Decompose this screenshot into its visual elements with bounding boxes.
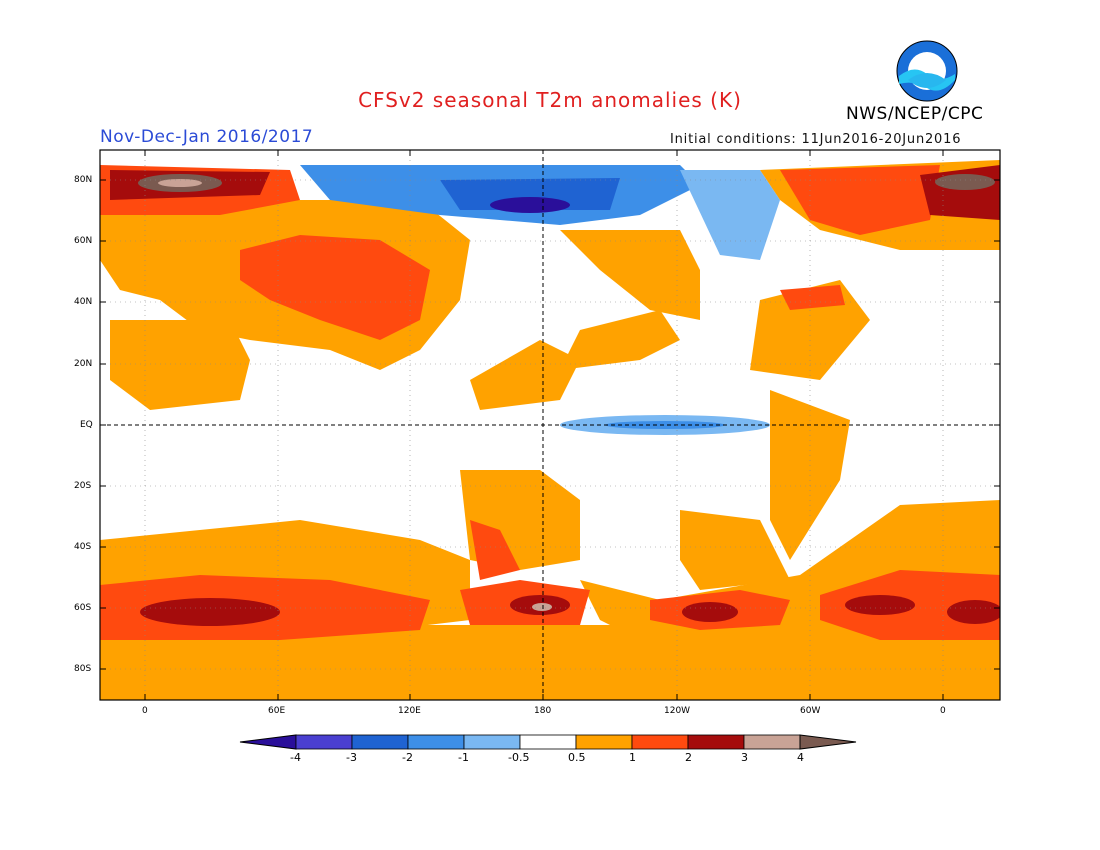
lat-label-40s: 40S	[74, 542, 92, 552]
colorbar-label-m05: -0.5	[508, 751, 530, 764]
lat-label-60s: 60S	[74, 603, 92, 613]
lon-label-60e: 60E	[268, 706, 286, 716]
colorbar-arrow-low	[239, 734, 297, 750]
colorbar-swatch	[295, 734, 353, 750]
colorbar-swatch	[631, 734, 689, 750]
svg-text:NOAA: NOAA	[913, 62, 942, 72]
lon-label-0-left: 0	[142, 706, 148, 716]
lat-label-eq: EQ	[80, 420, 93, 430]
colorbar-swatch	[351, 734, 409, 750]
agency-label: NWS/NCEP/CPC	[846, 104, 984, 124]
lon-label-60w: 60W	[800, 706, 821, 716]
lon-label-120e: 120E	[398, 706, 421, 716]
colorbar-label-3: 3	[741, 751, 748, 764]
colorbar-swatch	[407, 734, 465, 750]
lat-label-80s: 80S	[74, 664, 92, 674]
season-label: Nov-Dec-Jan 2016/2017	[100, 127, 314, 147]
colorbar-label-m1: -1	[458, 751, 469, 764]
colorbar-swatch	[743, 734, 801, 750]
lat-label-20n: 20N	[74, 359, 93, 369]
lat-label-60n: 60N	[74, 236, 93, 246]
map-title: CFSv2 seasonal T2m anomalies (K)	[358, 88, 742, 112]
colorbar-label-2: 2	[685, 751, 692, 764]
lat-label-80n: 80N	[74, 175, 93, 185]
lat-label-20s: 20S	[74, 481, 92, 491]
axis-ticks	[100, 150, 1000, 700]
lon-label-120w: 120W	[664, 706, 691, 716]
colorbar-label-m2: -2	[402, 751, 413, 764]
colorbar-label-1: 1	[629, 751, 636, 764]
noaa-logo: NOAA	[896, 40, 958, 102]
colorbar-label-4: 4	[797, 751, 804, 764]
colorbar-swatch	[575, 734, 633, 750]
colorbar-label-05: 0.5	[568, 751, 586, 764]
colorbar-swatch	[519, 734, 577, 750]
colorbar-swatch	[687, 734, 745, 750]
colorbar-swatch	[463, 734, 521, 750]
colorbar-arrow-high	[799, 734, 857, 750]
colorbar-label-m3: -3	[346, 751, 357, 764]
colorbar-label-m4: -4	[290, 751, 301, 764]
lat-label-40n: 40N	[74, 297, 93, 307]
graticule	[100, 150, 1000, 700]
initial-conditions-label: Initial conditions: 11Jun2016-20Jun2016	[670, 132, 962, 147]
lon-label-0-right: 0	[940, 706, 946, 716]
lon-label-180: 180	[534, 706, 552, 716]
